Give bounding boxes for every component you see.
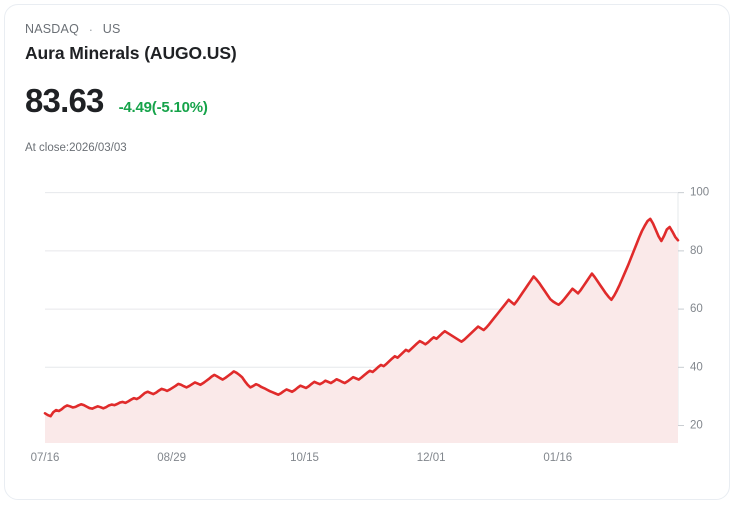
market-status: At close:2026/03/03 xyxy=(25,142,127,154)
quote-row: 83.63 -4.49(-5.10%) xyxy=(25,83,208,119)
y-axis-label: 60 xyxy=(690,303,703,315)
region-label: US xyxy=(102,22,121,36)
price-change: -4.49(-5.10%) xyxy=(118,99,208,116)
exchange-line: NASDAQ · US xyxy=(25,21,685,38)
area-fill xyxy=(45,218,678,443)
x-axis-label: 01/16 xyxy=(543,452,572,464)
stock-quote-card: NASDAQ · US Aura Minerals (AUGO.US) 83.6… xyxy=(4,4,730,500)
y-axis-label: 40 xyxy=(690,361,703,373)
y-axis-label: 80 xyxy=(690,245,703,257)
x-axis-label: 10/15 xyxy=(290,452,319,464)
x-axis-label: 07/16 xyxy=(31,452,60,464)
y-axis-label: 20 xyxy=(690,420,703,432)
x-axis-label: 12/01 xyxy=(417,452,446,464)
price-chart-svg[interactable]: 20 40 60 80 100 07/16 08/29 10/15 12/01 01/16 xyxy=(5,165,730,481)
current-price: 83.63 xyxy=(25,82,104,119)
exchange-name: NASDAQ xyxy=(25,22,79,36)
price-chart[interactable]: 20 40 60 80 100 07/16 08/29 10/15 12/01 01/16 xyxy=(5,165,730,481)
quote-header: NASDAQ · US Aura Minerals (AUGO.US) xyxy=(25,21,685,64)
separator-dot: · xyxy=(88,22,94,37)
x-axis-label: 08/29 xyxy=(157,452,186,464)
price-line xyxy=(43,217,680,418)
page-title: Aura Minerals (AUGO.US) xyxy=(25,42,237,63)
y-axis-label: 100 xyxy=(690,187,709,199)
